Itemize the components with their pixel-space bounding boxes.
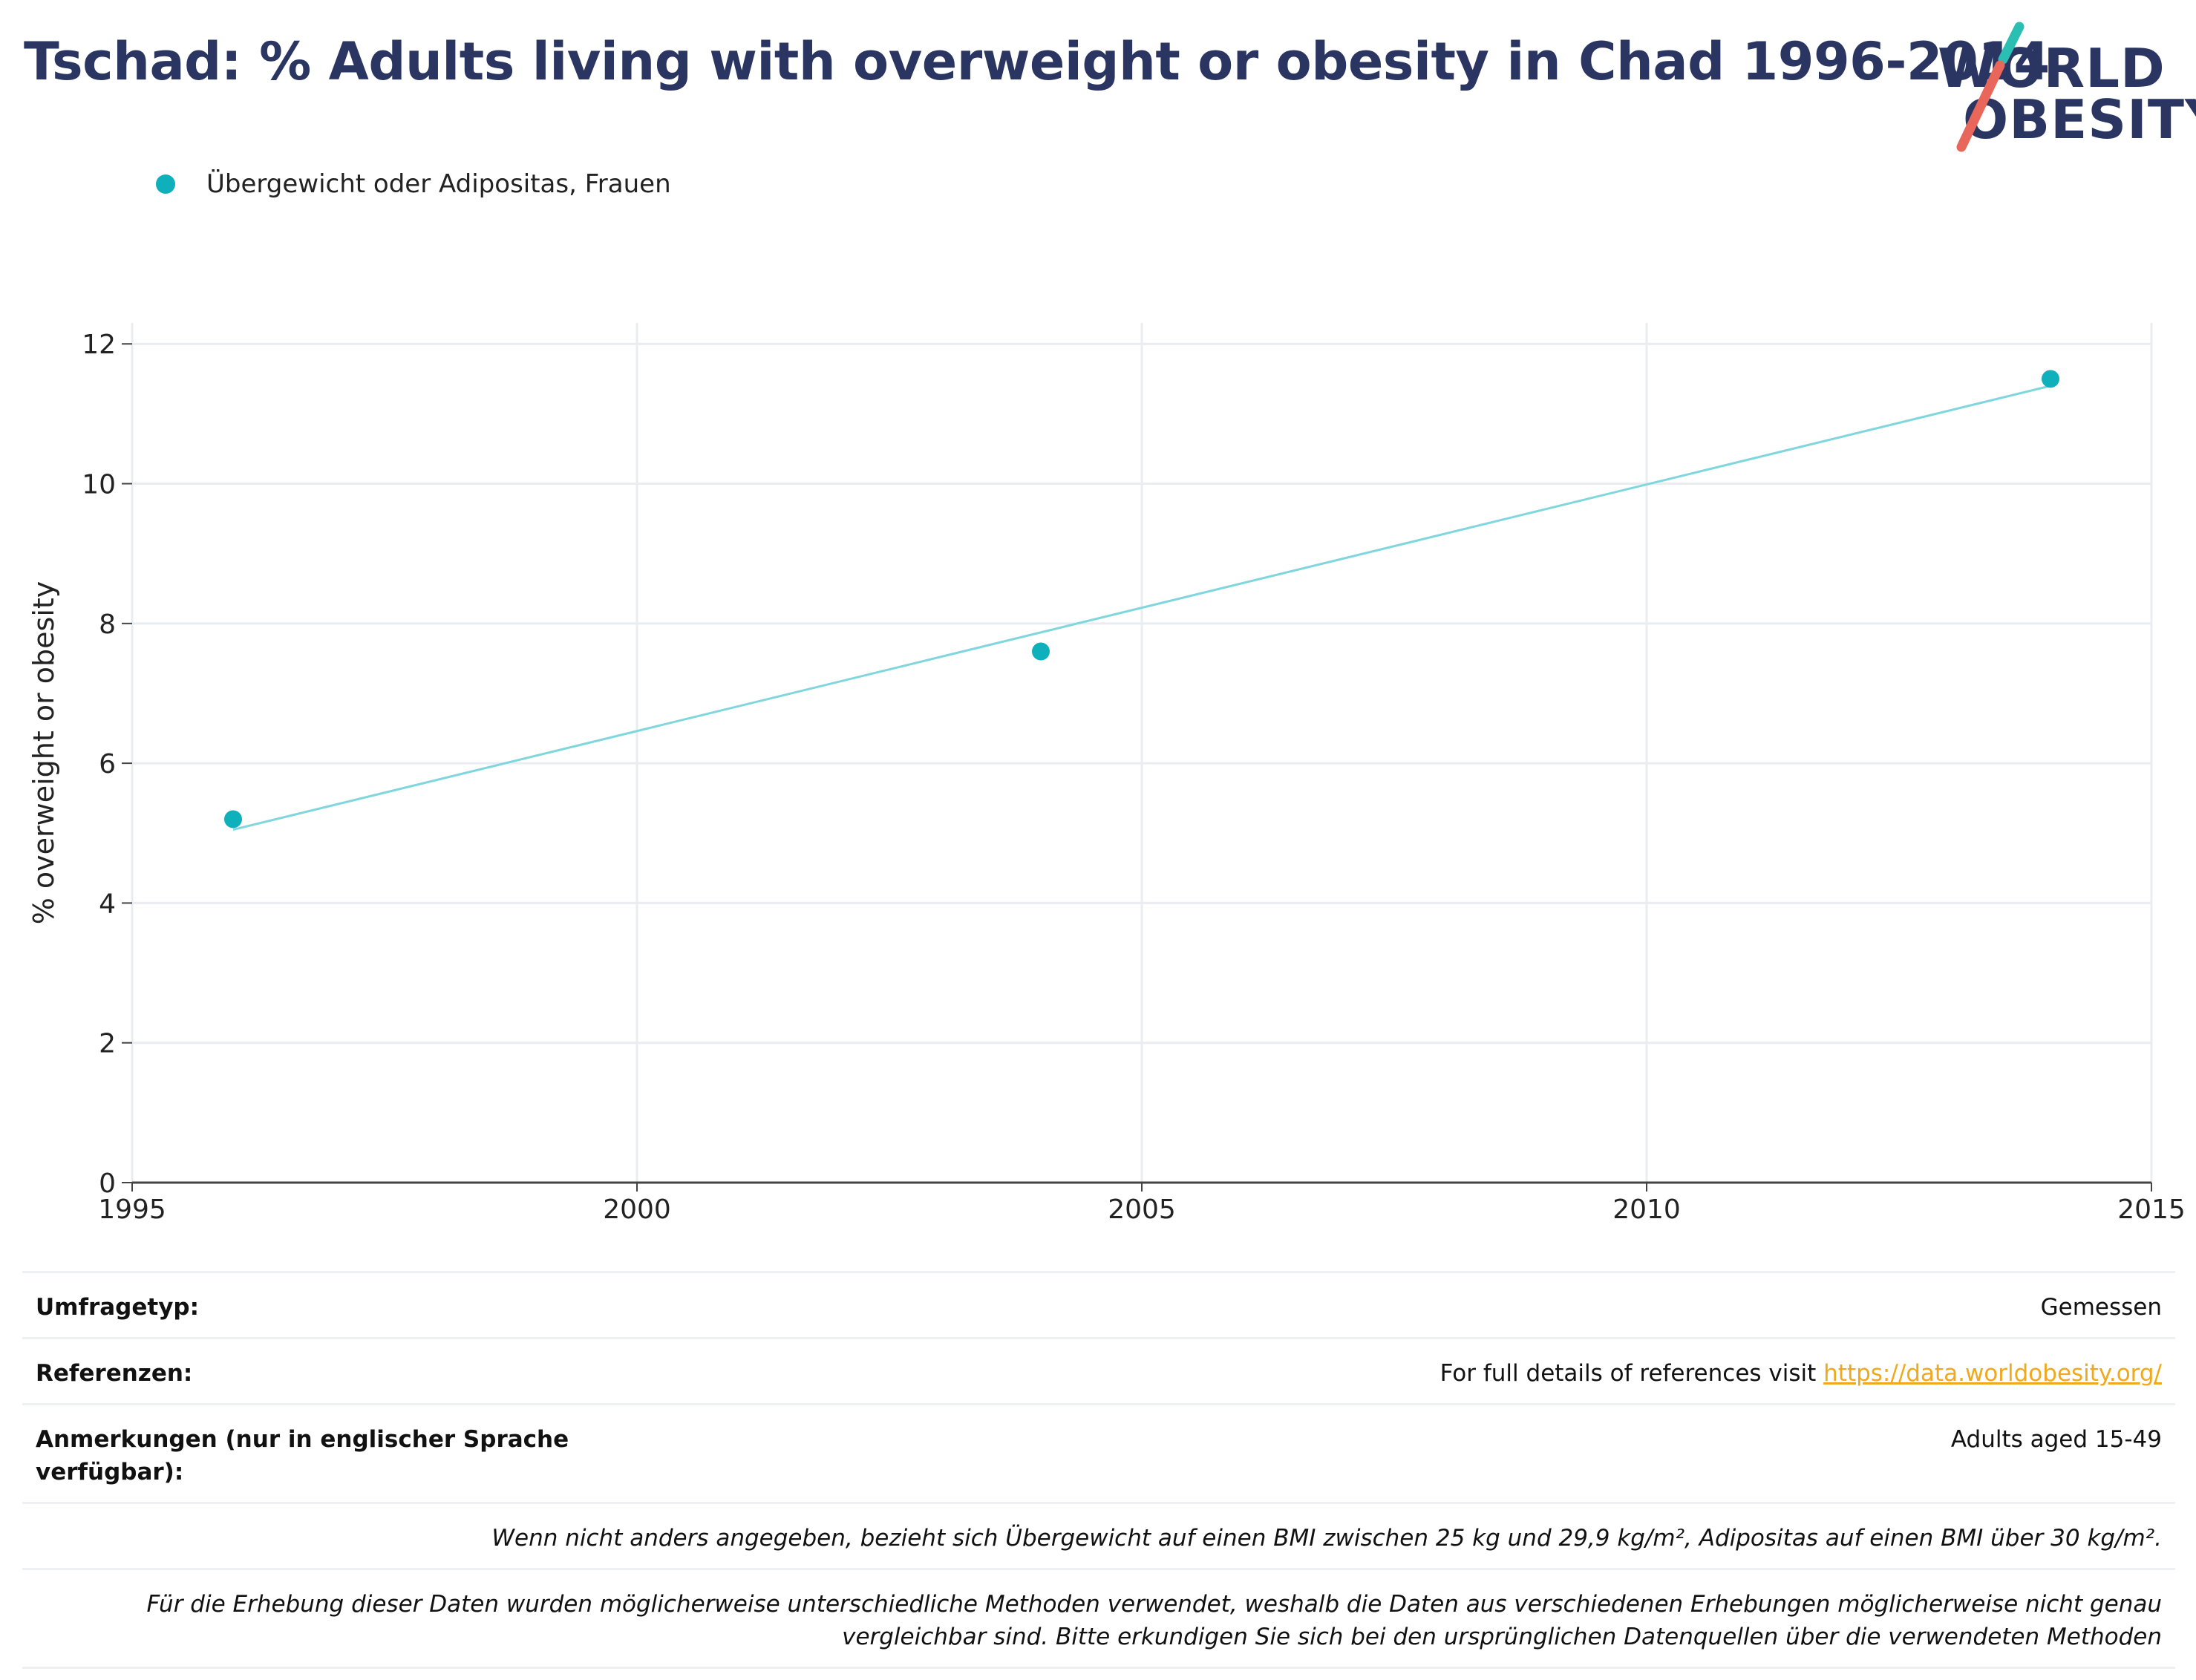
survey-type-value: Gemessen <box>2040 1294 2162 1321</box>
data-point <box>224 810 242 828</box>
info-row-notes: Anmerkungen (nur in englischer Sprache v… <box>22 1403 2175 1502</box>
logo-word-obesity: OBESITY <box>1963 88 2196 151</box>
y-tick-label: 0 <box>99 1169 116 1199</box>
references-label: Referenzen: <box>36 1360 193 1387</box>
references-text: For full details of references visit <box>1440 1360 1824 1387</box>
y-tick-label: 2 <box>99 1029 116 1059</box>
y-tick-label: 8 <box>99 609 116 640</box>
x-tick-label: 2005 <box>1108 1194 1176 1225</box>
references-link[interactable]: https://data.worldobesity.org/ <box>1823 1360 2162 1387</box>
chart-legend[interactable]: Übergewicht oder Adipositas, Frauen <box>156 169 671 199</box>
legend-marker <box>156 174 175 194</box>
data-point <box>2042 370 2059 388</box>
scatter-chart: 0 2 4 6 8 10 12 1995 2000 2005 2010 2015 % overweig… <box>27 323 2186 1225</box>
data-point <box>1032 642 1050 661</box>
y-tick-label: 6 <box>99 749 116 779</box>
methods-note-line-1: Für die Erhebung dieser Daten wurden mög… <box>146 1591 2162 1618</box>
trend-line <box>232 385 2051 831</box>
info-row-survey: Umfragetyp: Gemessen <box>22 1271 2175 1337</box>
logo-word-world: WORLD <box>1938 37 2166 99</box>
survey-type-label: Umfragetyp: <box>36 1294 199 1321</box>
x-tick-label: 1995 <box>98 1194 166 1225</box>
notes-label: Anmerkungen (nur in englischer Sprache v… <box>36 1426 569 1485</box>
x-tick-label: 2015 <box>2117 1194 2186 1225</box>
y-tick-label: 4 <box>99 889 116 919</box>
info-row-references: Referenzen: For full details of referenc… <box>22 1337 2175 1403</box>
x-tick-label: 2010 <box>1612 1194 1681 1225</box>
y-tick-label: 10 <box>82 470 116 500</box>
y-tick-label: 12 <box>82 330 116 360</box>
info-row-methods-note: Für die Erhebung dieser Daten wurden mög… <box>22 1568 2175 1669</box>
chart-axes: 0 2 4 6 8 10 12 1995 2000 2005 2010 2015 <box>82 330 2186 1225</box>
info-table: Umfragetyp: Gemessen Referenzen: For ful… <box>22 1271 2175 1669</box>
references-value: For full details of references visit htt… <box>1440 1357 2162 1390</box>
world-obesity-logo[interactable]: WORLD OBESITY <box>1938 21 2196 162</box>
methods-note-line-2: vergleichbar sind. Bitte erkundigen Sie … <box>842 1624 2162 1650</box>
chart-marks <box>224 370 2059 831</box>
chart-title: Tschad: % Adults living with overweight … <box>24 31 2050 92</box>
notes-value: Adults aged 15-49 <box>1950 1426 2162 1453</box>
methods-note: Für die Erhebung dieser Daten wurden mög… <box>36 1588 2162 1653</box>
bmi-note: Wenn nicht anders angegeben, bezieht sic… <box>491 1525 2162 1552</box>
info-row-bmi-note: Wenn nicht anders angegeben, bezieht sic… <box>22 1502 2175 1568</box>
logo-slash-icon <box>1956 22 2025 152</box>
x-tick-label: 2000 <box>603 1194 671 1225</box>
legend-label: Übergewicht oder Adipositas, Frauen <box>206 169 671 199</box>
chart-grid <box>131 323 2153 1183</box>
y-axis-label: % overweight or obesity <box>27 581 60 925</box>
